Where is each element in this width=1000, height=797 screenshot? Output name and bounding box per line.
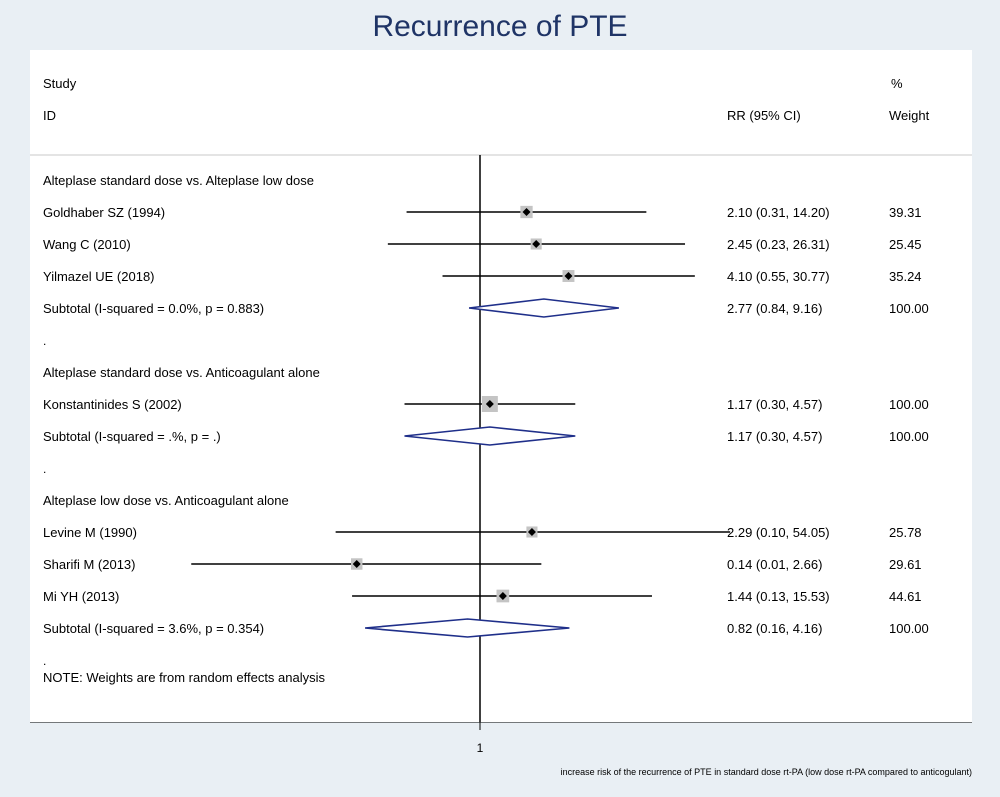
- study-label: Levine M (1990): [43, 525, 137, 540]
- subtotal-label: Subtotal (I-squared = .%, p = .): [43, 429, 221, 444]
- rr-ci-value: 0.14 (0.01, 2.66): [727, 557, 822, 572]
- study-label: Wang C (2010): [43, 237, 131, 252]
- header-percent: %: [891, 76, 903, 91]
- forest-plot-svg: Study ID RR (95% CI) % Weight Alteplase …: [30, 76, 972, 722]
- point-estimate: [522, 208, 531, 216]
- weight-value: 25.45: [889, 237, 922, 252]
- study-label: Sharifi M (2013): [43, 557, 135, 572]
- weight-value: 100.00: [889, 621, 929, 636]
- header-rr: RR (95% CI): [727, 108, 801, 123]
- pooled-diamond: [365, 618, 570, 638]
- rr-ci-value: 4.10 (0.55, 30.77): [727, 269, 830, 284]
- subtotal-label: Subtotal (I-squared = 3.6%, p = 0.354): [43, 621, 264, 636]
- x-axis-svg: 1 increase risk of the recurrence of PTE…: [30, 721, 972, 777]
- rr-ci-value: 2.29 (0.10, 54.05): [727, 525, 830, 540]
- weight-value: 100.00: [889, 397, 929, 412]
- chart-title: Recurrence of PTE: [372, 10, 628, 43]
- rows-layer: Alteplase standard dose vs. Alteplase lo…: [43, 173, 929, 668]
- header-study: Study: [43, 76, 77, 91]
- rr-ci-value: 1.17 (0.30, 4.57): [727, 397, 822, 412]
- study-label: Goldhaber SZ (1994): [43, 205, 165, 220]
- x-axis-area: 1 increase risk of the recurrence of PTE…: [30, 721, 972, 792]
- rr-ci-value: 2.45 (0.23, 26.31): [727, 237, 830, 252]
- note-text: NOTE: Weights are from random effects an…: [43, 670, 326, 685]
- weight-value: 100.00: [889, 301, 929, 316]
- point-estimate: [527, 528, 536, 536]
- separator-dot: .: [43, 654, 46, 668]
- weight-value: 25.78: [889, 525, 922, 540]
- study-label: Konstantinides S (2002): [43, 397, 182, 412]
- group-label: Alteplase low dose vs. Anticoagulant alo…: [43, 493, 289, 508]
- header-id: ID: [43, 108, 56, 123]
- rr-ci-value: 0.82 (0.16, 4.16): [727, 621, 822, 636]
- study-label: Yilmazel UE (2018): [43, 269, 155, 284]
- weight-value: 100.00: [889, 429, 929, 444]
- weight-value: 44.61: [889, 589, 922, 604]
- pooled-diamond: [404, 426, 576, 446]
- group-label: Alteplase standard dose vs. Anticoagulan…: [43, 365, 320, 380]
- x-axis-label: increase risk of the recurrence of PTE i…: [561, 767, 972, 777]
- point-estimate: [564, 272, 573, 280]
- point-estimate: [485, 400, 494, 408]
- weight-value: 29.61: [889, 557, 922, 572]
- weight-value: 35.24: [889, 269, 922, 284]
- study-label: Mi YH (2013): [43, 589, 119, 604]
- group-label: Alteplase standard dose vs. Alteplase lo…: [43, 173, 314, 188]
- header-weight: Weight: [889, 108, 930, 123]
- x-tick-label: 1: [477, 741, 484, 755]
- rr-ci-value: 2.10 (0.31, 14.20): [727, 205, 830, 220]
- point-estimate: [352, 560, 361, 568]
- weight-value: 39.31: [889, 205, 922, 220]
- separator-dot: .: [43, 462, 46, 476]
- point-estimate: [532, 240, 541, 248]
- separator-dot: .: [43, 334, 46, 348]
- rr-ci-value: 1.44 (0.13, 15.53): [727, 589, 830, 604]
- rr-ci-value: 2.77 (0.84, 9.16): [727, 301, 822, 316]
- forest-plot-panel: Study ID RR (95% CI) % Weight Alteplase …: [30, 50, 972, 722]
- subtotal-label: Subtotal (I-squared = 0.0%, p = 0.883): [43, 301, 264, 316]
- pooled-diamond: [468, 298, 619, 318]
- rr-ci-value: 1.17 (0.30, 4.57): [727, 429, 822, 444]
- point-estimate: [498, 592, 507, 600]
